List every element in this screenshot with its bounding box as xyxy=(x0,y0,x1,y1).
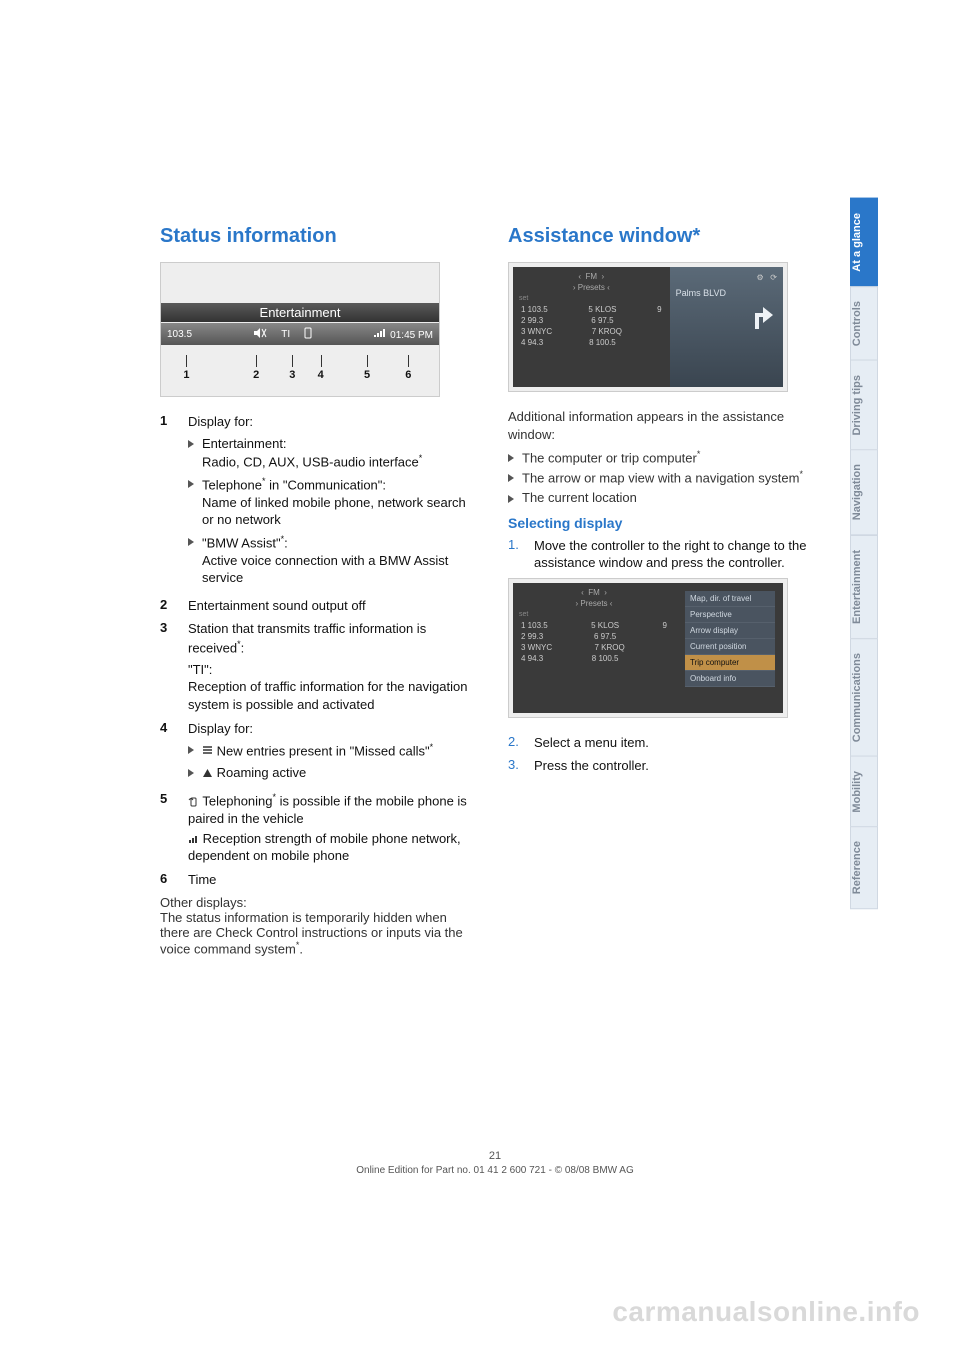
fig-marker: 1 xyxy=(183,369,189,381)
footer-line: Online Edition for Part no. 01 41 2 600 … xyxy=(356,1165,634,1176)
fig-entertainment-title: Entertainment xyxy=(161,303,439,322)
turn-arrow-icon xyxy=(745,301,775,331)
def-6-label: Time xyxy=(188,871,480,889)
def-5-label: Telephoning xyxy=(202,794,272,809)
tab-controls[interactable]: Controls xyxy=(850,286,878,361)
figure-assistance-menu: ‹ FM › › Presets ‹ set 1 103.55 KLOS92 9… xyxy=(508,578,788,718)
fig-marker: 6 xyxy=(405,369,411,381)
fig-ti: TI xyxy=(281,329,290,340)
bullet: The computer or trip computer* xyxy=(508,449,828,465)
figure-status-bar: Entertainment 103.5 TI xyxy=(160,262,440,397)
fig-time: 01:45 PM xyxy=(390,330,433,341)
heading-assistance-window: Assistance window* xyxy=(508,225,828,248)
fig-status-strip: 103.5 TI 01:45 PM xyxy=(161,323,439,345)
right-column: Assistance window* ‹ FM › › Presets ‹ se… xyxy=(508,225,828,956)
page-footer: 21 Online Edition for Part no. 01 41 2 6… xyxy=(160,1150,830,1176)
bullet: The current location xyxy=(508,490,828,505)
steps-list-2: 2.Select a menu item. 3.Press the control… xyxy=(508,734,828,775)
tab-communications[interactable]: Communications xyxy=(850,638,878,757)
status-definitions: 1 Display for: Entertainment:Radio, CD, … xyxy=(160,413,480,889)
telephone-icon xyxy=(188,794,199,804)
roam-icon xyxy=(202,765,213,775)
signal-bars-icon xyxy=(188,831,199,841)
sub-bullet: Entertainment:Radio, CD, AUX, USB-audio … xyxy=(188,435,480,471)
def-2-label: Entertainment sound output off xyxy=(188,597,480,615)
section-tabs: At a glanceControlsDriving tipsNavigatio… xyxy=(850,198,878,909)
def-1: 1 Display for: Entertainment:Radio, CD, … xyxy=(160,413,480,591)
other-displays: Other displays: The status information i… xyxy=(160,895,480,956)
menu-item: Map, dir. of travel xyxy=(685,591,775,607)
menu-item: Current position xyxy=(685,639,775,655)
tab-mobility[interactable]: Mobility xyxy=(850,756,878,828)
step: 1.Move the controller to the right to ch… xyxy=(508,537,828,572)
menu-item: Arrow display xyxy=(685,623,775,639)
step: 2.Select a menu item. xyxy=(508,734,828,752)
def-5-extra: Reception strength of mobile phone netwo… xyxy=(188,831,461,864)
def-2: 2 Entertainment sound output off xyxy=(160,597,480,615)
menu-item: Onboard info xyxy=(685,671,775,687)
figure-assistance-window: ‹ FM › › Presets ‹ set 1 103.55 KLOS92 9… xyxy=(508,262,788,392)
sub-bullet: Telephone* in "Communication":Name of li… xyxy=(188,475,480,529)
signal-icon xyxy=(373,330,390,341)
def-5: 5 Telephoning* is possible if the mobile… xyxy=(160,791,480,865)
other-body: The status information is temporarily hi… xyxy=(160,910,463,956)
bullet: The arrow or map view with a navigation … xyxy=(508,469,828,485)
watermark: carmanualsonline.info xyxy=(612,1296,920,1328)
page-number: 21 xyxy=(160,1150,830,1162)
menu-item: Trip computer xyxy=(685,655,775,671)
assistance-menu: Map, dir. of travelPerspectiveArrow disp… xyxy=(685,591,775,687)
def-4: 4 Display for: New entries present in "M… xyxy=(160,720,480,786)
def-1-label: Display for: xyxy=(188,414,253,429)
sub-bullet: New entries present in "Missed calls"* xyxy=(188,741,480,760)
tab-driving-tips[interactable]: Driving tips xyxy=(850,360,878,451)
step: 3.Press the controller. xyxy=(508,757,828,775)
left-column: Status information Entertainment 103.5 T… xyxy=(160,225,480,956)
sub-bullet: "BMW Assist"*:Active voice connection wi… xyxy=(188,533,480,587)
fig-marker: 5 xyxy=(364,369,370,381)
fig-marker: 4 xyxy=(318,369,324,381)
tab-entertainment[interactable]: Entertainment xyxy=(850,535,878,639)
def-4-label: Display for: xyxy=(188,721,253,736)
sub-bullet: Roaming active xyxy=(188,764,480,782)
tab-navigation[interactable]: Navigation xyxy=(850,449,878,535)
other-title: Other displays: xyxy=(160,895,480,910)
list-icon xyxy=(202,743,213,753)
tab-reference[interactable]: Reference xyxy=(850,826,878,909)
fig-marker: 3 xyxy=(289,369,295,381)
def-3-label: Station that transmits traffic informati… xyxy=(188,621,426,655)
assistance-bullets: The computer or trip computer* The arrow … xyxy=(508,449,828,505)
fig-freq: 103.5 xyxy=(167,329,192,340)
def-3-extra-title: "TI": xyxy=(188,662,212,677)
steps-list-1: 1.Move the controller to the right to ch… xyxy=(508,537,828,572)
phone-icon xyxy=(304,327,312,342)
fig-marker: 2 xyxy=(253,369,259,381)
heading-status-info: Status information xyxy=(160,225,480,248)
mute-icon xyxy=(253,328,267,341)
menu-item: Perspective xyxy=(685,607,775,623)
def-3-extra-body: Reception of traffic information for the… xyxy=(188,678,480,713)
tab-at-a-glance[interactable]: At a glance xyxy=(850,198,878,287)
fig-status-markers: 1 2 3 4 5 6 xyxy=(171,355,429,385)
fig-location-label: Palms BLVD xyxy=(676,288,777,298)
def-3: 3 Station that transmits traffic informa… xyxy=(160,620,480,713)
assistance-intro: Additional information appears in the as… xyxy=(508,408,828,443)
heading-selecting-display: Selecting display xyxy=(508,515,828,531)
def-6: 6 Time xyxy=(160,871,480,889)
